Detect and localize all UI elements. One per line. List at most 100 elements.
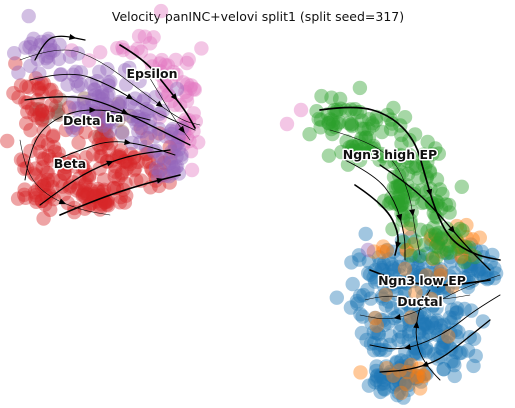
cell-point	[412, 381, 428, 396]
cell-point	[434, 230, 449, 245]
cell-point	[31, 76, 46, 91]
cell-point	[386, 264, 401, 279]
cell-point	[364, 141, 379, 156]
cell-point	[374, 124, 390, 140]
streamline	[379, 319, 491, 373]
cell-point	[444, 354, 459, 369]
cell-point	[332, 114, 347, 130]
cell-point	[83, 182, 99, 198]
scatter-points	[0, 3, 504, 405]
cell-point	[449, 233, 464, 248]
cell-point	[163, 123, 179, 139]
cell-point	[101, 75, 116, 90]
cell-point	[128, 91, 143, 106]
cell-point	[371, 327, 386, 342]
cluster-labels: Epsilon Delta ha Beta Ngn3 high EP Ngn3 low E…	[52, 65, 467, 311]
cell-point	[97, 121, 112, 137]
cell-point	[439, 335, 454, 350]
cell-point	[429, 300, 444, 316]
cell-point	[390, 388, 405, 403]
cell-point	[187, 82, 202, 97]
cell-point	[23, 36, 39, 51]
cell-point	[40, 176, 55, 192]
cell-point	[420, 320, 436, 335]
cell-point	[148, 90, 163, 105]
cell-point	[438, 197, 453, 212]
cell-point	[69, 73, 84, 89]
cell-point	[194, 41, 209, 56]
cell-point	[462, 257, 478, 272]
cell-point	[31, 82, 46, 97]
cell-point	[428, 141, 443, 156]
cell-point	[321, 115, 336, 131]
cell-point	[323, 112, 338, 127]
cell-point	[70, 46, 86, 61]
cell-point	[184, 78, 199, 93]
cell-point	[426, 220, 441, 235]
cell-point	[376, 239, 391, 254]
cell-point	[163, 73, 179, 89]
streamline	[24, 96, 191, 146]
cell-point	[356, 287, 371, 303]
cell-point	[396, 234, 411, 250]
cell-point	[397, 189, 413, 205]
cell-point	[79, 187, 95, 202]
cell-point	[313, 112, 329, 128]
cell-point	[46, 172, 61, 188]
cell-point	[436, 245, 452, 260]
cell-point	[397, 261, 413, 276]
cell-point	[32, 38, 48, 53]
cell-point	[32, 102, 47, 117]
cell-point	[386, 180, 401, 195]
cell-point	[34, 133, 49, 148]
cell-point	[171, 142, 186, 157]
cell-point	[57, 166, 72, 181]
cell-point	[117, 154, 132, 169]
cell-point	[155, 103, 170, 119]
cell-point	[369, 318, 384, 333]
cell-point	[411, 249, 427, 265]
cell-point	[436, 279, 452, 295]
cell-point	[406, 367, 422, 382]
cell-point	[119, 77, 134, 92]
cell-point	[64, 120, 79, 135]
cell-point	[99, 126, 114, 142]
cell-point	[433, 244, 449, 259]
cell-point	[343, 300, 359, 315]
streamline	[24, 109, 151, 181]
cell-point	[436, 317, 452, 332]
cell-point	[77, 201, 93, 216]
cell-point	[439, 242, 454, 257]
cell-point	[32, 81, 47, 96]
cell-point	[402, 313, 417, 329]
cell-point	[65, 95, 81, 110]
cell-point	[179, 55, 194, 71]
cell-point	[148, 128, 163, 144]
cell-point	[82, 167, 97, 183]
cell-point	[354, 142, 370, 157]
cell-point	[46, 191, 62, 207]
cell-point	[131, 28, 147, 44]
streamline-arrow	[124, 139, 132, 146]
cell-point	[97, 104, 112, 119]
cell-point	[57, 165, 72, 181]
cell-point	[366, 270, 381, 285]
cell-point	[21, 8, 36, 24]
cell-point	[379, 242, 395, 258]
cell-point	[375, 291, 390, 306]
cell-point	[40, 137, 55, 152]
cell-point	[381, 294, 396, 309]
cell-point	[111, 172, 126, 187]
cell-point	[34, 193, 50, 209]
cell-point	[364, 116, 380, 131]
cell-point	[385, 301, 400, 316]
cell-point	[374, 260, 389, 276]
cell-point	[400, 243, 415, 258]
cell-point	[43, 45, 58, 60]
cell-point	[416, 331, 431, 346]
cell-point	[154, 52, 170, 68]
cell-point	[429, 315, 444, 330]
cell-point	[132, 135, 148, 150]
cell-point	[375, 244, 391, 260]
cell-point	[390, 194, 405, 209]
